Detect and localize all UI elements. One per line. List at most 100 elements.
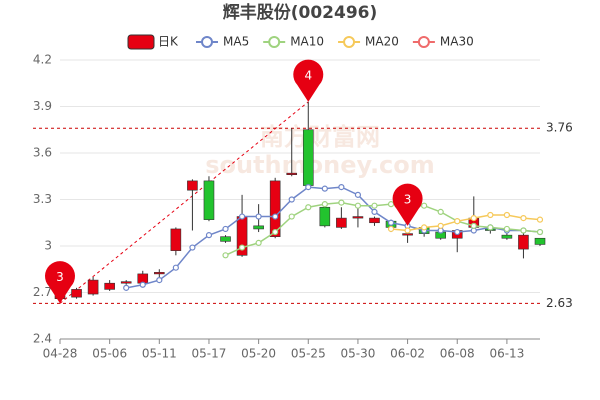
candle-body xyxy=(170,228,182,251)
y-tick-label: 3.9 xyxy=(33,99,52,113)
reference-label: 2.63 xyxy=(546,296,573,310)
y-tick-label: 4.2 xyxy=(33,53,52,67)
ma-point xyxy=(371,208,378,215)
ma-point xyxy=(321,201,328,208)
candle-body xyxy=(104,282,115,290)
candle-body xyxy=(269,180,281,237)
ma-point xyxy=(222,225,229,233)
watermark: southmoney.com xyxy=(205,151,435,179)
candle-body xyxy=(302,129,314,186)
candle-body xyxy=(187,180,198,191)
trend-line xyxy=(59,101,309,304)
ma-point xyxy=(421,224,428,231)
ma-point xyxy=(387,219,395,226)
ma-point xyxy=(123,284,130,291)
pin-label: 3 xyxy=(404,192,412,206)
x-tick-label: 05-20 xyxy=(241,347,276,361)
ma-point xyxy=(536,228,544,236)
candle-body xyxy=(336,217,347,228)
ma-point xyxy=(288,213,295,220)
x-tick-label: 06-02 xyxy=(390,347,425,361)
ma-point xyxy=(139,281,146,288)
ma-point xyxy=(255,213,262,220)
ma-point xyxy=(437,208,444,215)
candle-body xyxy=(71,289,82,298)
candle-body xyxy=(253,225,264,230)
legend-marker xyxy=(417,36,430,48)
legend-marker xyxy=(343,36,356,48)
ma-point xyxy=(371,202,378,209)
ma-point xyxy=(520,215,527,222)
pin-label: 4 xyxy=(304,68,312,82)
ma-point xyxy=(205,232,213,239)
ma-point xyxy=(305,184,312,191)
ma-point xyxy=(255,239,262,246)
legend-label: MA20 xyxy=(365,35,399,49)
ma-point xyxy=(156,277,163,284)
ma-point xyxy=(520,227,527,234)
y-tick-label: 3.6 xyxy=(33,146,52,160)
ma-point xyxy=(338,184,345,191)
ma-point xyxy=(238,244,246,251)
candle-body xyxy=(369,217,380,224)
y-tick-label: 3 xyxy=(44,239,52,253)
candle-body xyxy=(87,279,99,295)
ma-point xyxy=(272,228,279,236)
ma-point xyxy=(421,202,428,209)
ma-line xyxy=(390,214,541,232)
legend-label: MA10 xyxy=(290,35,324,49)
candle-body xyxy=(501,234,513,239)
candle-body xyxy=(220,236,231,242)
ma-point xyxy=(387,201,395,208)
candle-body xyxy=(286,172,298,175)
candle-body xyxy=(120,281,132,284)
pin-marker xyxy=(293,59,324,102)
ma-point xyxy=(288,196,295,203)
legend-marker xyxy=(201,36,213,48)
ma-point xyxy=(536,216,544,223)
legend-label: MA30 xyxy=(440,35,474,49)
legend-label: 日K xyxy=(158,35,179,49)
candle-body xyxy=(352,216,364,219)
x-tick-label: 05-25 xyxy=(291,347,326,361)
pin-label: 3 xyxy=(56,270,64,284)
ma-point xyxy=(387,225,395,233)
x-tick-label: 06-13 xyxy=(489,347,524,361)
x-tick-label: 05-11 xyxy=(142,347,177,361)
candle-body xyxy=(319,206,331,227)
ma-point xyxy=(454,218,461,225)
x-tick-label: 05-30 xyxy=(340,347,375,361)
y-tick-label: 3.3 xyxy=(33,192,52,206)
ma-point xyxy=(172,264,179,271)
ma-point xyxy=(470,222,477,229)
x-tick-label: 05-06 xyxy=(92,347,127,361)
ma-point xyxy=(454,228,461,236)
candle-body xyxy=(518,234,529,250)
legend-swatch xyxy=(127,34,155,50)
ma-point xyxy=(189,244,196,251)
candle-body xyxy=(203,180,215,220)
ma-point xyxy=(354,191,362,198)
ma-point xyxy=(470,215,477,222)
watermark: 南方财富网 xyxy=(260,123,380,151)
legend-marker xyxy=(268,36,281,48)
ma-point xyxy=(338,199,345,206)
ma-point xyxy=(238,213,246,220)
x-tick-label: 04-28 xyxy=(43,347,78,361)
x-tick-label: 05-17 xyxy=(192,347,227,361)
pin-marker xyxy=(392,183,423,226)
candle-body xyxy=(534,237,546,245)
candle-body xyxy=(154,272,165,275)
reference-label: 3.76 xyxy=(546,121,573,135)
ma-point xyxy=(437,222,444,229)
ma-point xyxy=(503,211,510,219)
ma-line xyxy=(126,186,541,289)
ma-point xyxy=(305,204,312,211)
ma-point xyxy=(503,225,510,233)
ma-point xyxy=(272,213,279,220)
ma-point xyxy=(404,227,411,234)
chart-title: 辉丰股份(002496) xyxy=(223,2,378,23)
ma-point xyxy=(321,185,328,192)
ma-point xyxy=(487,224,494,231)
